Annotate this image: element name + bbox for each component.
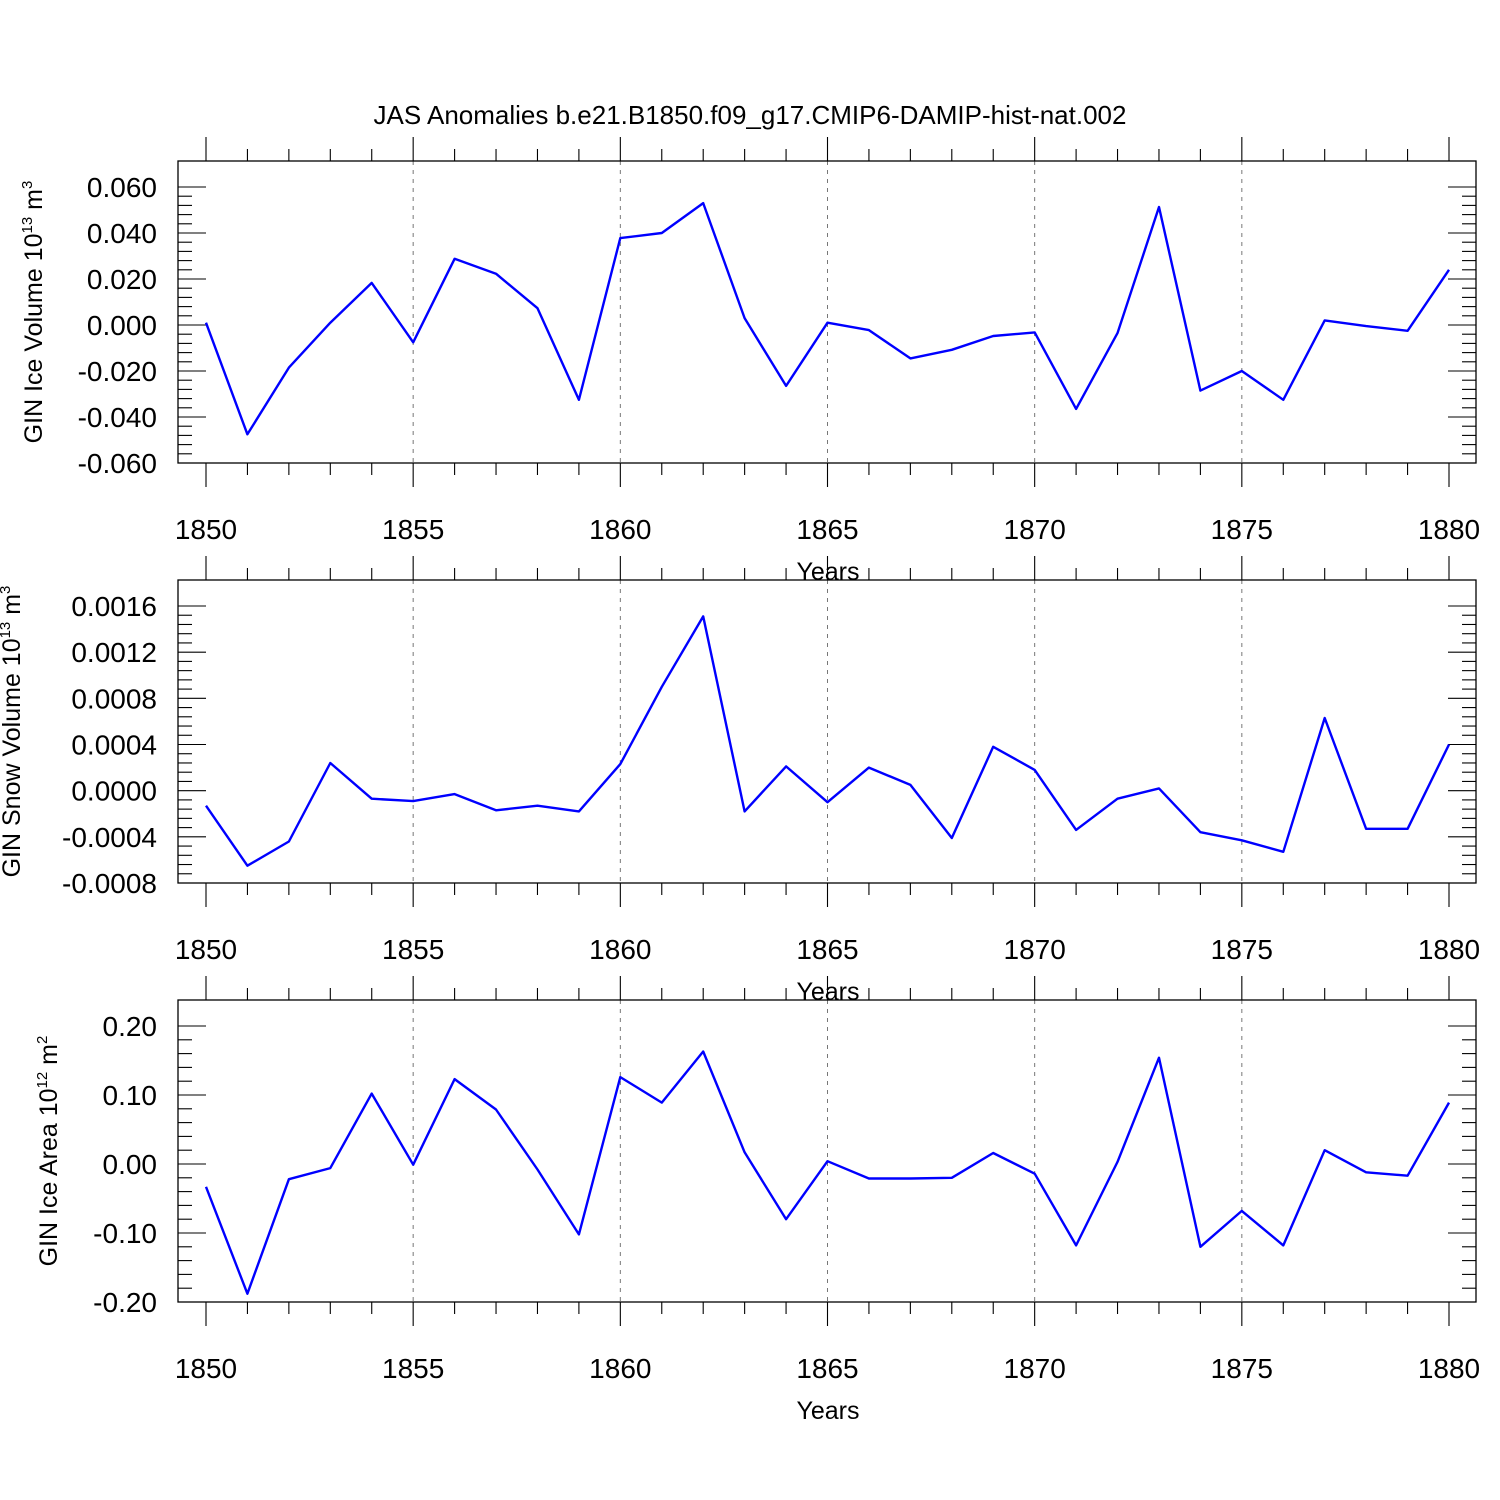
y-axis-label-ylabel-exp: 12 bbox=[34, 1072, 51, 1089]
y-tick-label: 0.0004 bbox=[71, 730, 157, 761]
y-axis-label: GIN Ice Volume 1013 m3 bbox=[19, 181, 48, 444]
y-tick-label: -0.020 bbox=[78, 356, 157, 387]
y-tick-label: 0.040 bbox=[87, 218, 157, 249]
chart-panel-1: 1850 1855 1860 1865 1870 1875 1880 -0.060 -0.040… bbox=[19, 137, 1480, 586]
y-tick-label: -0.0004 bbox=[62, 822, 157, 853]
chart-panel-3: 1850 1855 1860 1865 1870 1875 1880 -0.20 -0.10 0.… bbox=[34, 976, 1480, 1425]
y-axis-label-ylabel-unit: m bbox=[0, 594, 26, 622]
y-tick-label: 0.020 bbox=[87, 264, 157, 295]
y-axis-label-ylabel-unit: m bbox=[35, 1044, 63, 1072]
x-tick-label: 1865 bbox=[796, 934, 858, 965]
y-axis-label: GIN Ice Area 1012 m2 bbox=[34, 1036, 63, 1267]
x-tick-label: 1880 bbox=[1418, 1353, 1480, 1384]
y-axis-label-ylabel-exp: 13 bbox=[19, 217, 36, 234]
x-tick-label: 1865 bbox=[796, 1353, 858, 1384]
series-line-gin-ice-volume bbox=[204, 201, 1450, 436]
x-tick-label: 1875 bbox=[1211, 934, 1273, 965]
series-line-gin-ice-area bbox=[204, 1050, 1451, 1295]
y-tick-label: 0.000 bbox=[87, 310, 157, 341]
figure-title: JAS Anomalies b.e21.B1850.f09_g17.CMIP6-… bbox=[374, 100, 1127, 130]
x-tick-label: 1850 bbox=[175, 514, 237, 545]
y-axis-label-ylabel-main: GIN Snow Volume 10 bbox=[0, 638, 26, 877]
x-tick-label: 1875 bbox=[1211, 1353, 1273, 1384]
y-axis-label-ylabel-main: GIN Ice Volume 10 bbox=[20, 233, 48, 443]
x-tick-label: 1860 bbox=[589, 1353, 651, 1384]
y-tick-label: -0.10 bbox=[93, 1218, 157, 1249]
y-axis-label-ylabel-unit-exp: 3 bbox=[19, 181, 36, 189]
x-tick-label: 1880 bbox=[1418, 514, 1480, 545]
y-tick-label: 0.0012 bbox=[71, 637, 157, 668]
x-tick-label: 1855 bbox=[382, 934, 444, 965]
y-axis-label-ylabel-exp: 13 bbox=[0, 622, 14, 639]
y-tick-label: 0.10 bbox=[103, 1080, 158, 1111]
y-tick-label: 0.0008 bbox=[71, 683, 157, 714]
panels: 1850 1855 1860 1865 1870 1875 1880 -0.060 -0.040… bbox=[0, 137, 1480, 1425]
x-axis-label: Years bbox=[796, 1397, 859, 1425]
x-tick-label: 1870 bbox=[1004, 934, 1066, 965]
x-tick-label: 1865 bbox=[796, 514, 858, 545]
x-tick-label: 1855 bbox=[382, 1353, 444, 1384]
x-tick-label: 1850 bbox=[175, 1353, 237, 1384]
y-tick-label: 0.0000 bbox=[71, 776, 157, 807]
x-tick-label: 1860 bbox=[589, 934, 651, 965]
y-tick-label: 0.00 bbox=[103, 1149, 158, 1180]
y-axis-label: GIN Snow Volume 1013 m3 bbox=[0, 586, 26, 878]
x-tick-label: 1860 bbox=[589, 514, 651, 545]
x-tick-label: 1855 bbox=[382, 514, 444, 545]
y-tick-label: 0.0016 bbox=[71, 591, 157, 622]
y-tick-label: -0.040 bbox=[78, 402, 157, 433]
x-tick-label: 1875 bbox=[1211, 514, 1273, 545]
y-tick-label: -0.20 bbox=[93, 1287, 157, 1318]
series-line-gin-snow-volume bbox=[205, 615, 1451, 867]
y-axis-label-ylabel-unit-exp: 3 bbox=[0, 586, 14, 594]
y-tick-label: -0.060 bbox=[78, 448, 157, 479]
y-tick-label: 0.060 bbox=[87, 172, 157, 203]
x-tick-label: 1870 bbox=[1004, 514, 1066, 545]
y-axis-label-ylabel-unit-exp: 2 bbox=[34, 1036, 51, 1044]
y-tick-label: -0.0008 bbox=[62, 868, 157, 899]
y-axis-label-ylabel-unit: m bbox=[20, 189, 48, 217]
x-tick-label: 1880 bbox=[1418, 934, 1480, 965]
y-axis-label-ylabel-main: GIN Ice Area 10 bbox=[35, 1088, 63, 1266]
x-tick-label: 1850 bbox=[175, 934, 237, 965]
x-tick-label: 1870 bbox=[1004, 1353, 1066, 1384]
y-tick-label: 0.20 bbox=[103, 1011, 158, 1042]
chart-panel-2: 1850 1855 1860 1865 1870 1875 1880 -0.0008 -0.00… bbox=[0, 556, 1480, 1006]
